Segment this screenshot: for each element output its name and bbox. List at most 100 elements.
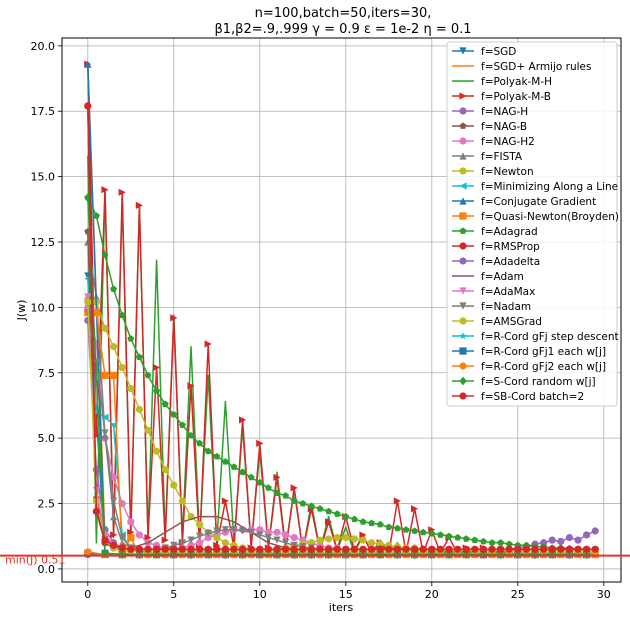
data-point [204,447,212,455]
data-point [574,545,582,553]
x-tick-label: 25 [511,588,525,601]
data-point [196,520,204,529]
data-point [187,545,195,553]
data-point [127,545,135,553]
legend-marker [459,227,467,234]
legend-marker [459,212,467,220]
data-point [213,527,221,535]
data-point [359,536,367,544]
legend-label: f=SGD+ Armijo rules [481,61,591,73]
legend-label: f=S-Cord random w[j] [481,376,596,388]
data-point [256,479,264,486]
data-point [540,545,548,553]
data-point [135,201,143,209]
legend-marker [459,122,467,129]
legend-label: f=Polyak-M-H [481,76,552,88]
data-point [161,545,169,553]
legend-label: f=Adagrad [481,226,538,238]
legend-marker [459,152,467,160]
legend-label: f=Quasi-Newton(Broyden) [481,211,619,223]
data-point [221,526,229,534]
data-point [221,539,229,547]
x-tick-label: 10 [253,588,267,601]
legend-marker [459,257,467,265]
legend-item: f=Polyak-M-H [452,76,552,88]
legend-marker [459,137,467,145]
legend-label: f=Polyak-M-B [481,91,551,103]
data-point [290,541,298,549]
legend-label: f=R-Cord gFj step descent [481,331,619,343]
x-axis-label: iters [329,601,354,614]
legend-marker [459,332,467,340]
data-point [101,324,109,332]
data-point [144,426,152,434]
legend-marker [459,92,467,100]
data-point [471,536,479,544]
legend-label: f=Conjugate Gradient [481,196,596,208]
data-point [359,518,367,525]
data-point [92,309,100,317]
legend-marker [459,47,467,55]
legend-item: f=Adagrad [452,226,538,238]
data-point [411,545,419,553]
data-point [178,497,186,505]
legend-item: f=RMSProp [452,241,540,253]
y-axis-label: J(w) [15,300,28,322]
data-point [290,484,298,492]
data-point [411,505,419,513]
data-point [170,545,178,553]
data-point [204,533,212,542]
data-point [591,527,599,535]
legend: f=SGD f=SGD+ Armijo rules f=Polyak-M-H f=Po… [446,41,619,407]
data-point [110,473,118,481]
data-point [368,545,376,553]
data-point [282,545,290,553]
data-point [144,371,152,379]
data-point [376,520,384,528]
legend-marker [459,347,467,355]
y-tick-label: 10.0 [31,301,56,314]
data-point [307,502,315,510]
data-point [333,533,341,542]
legend-marker [459,182,467,190]
data-point [393,497,401,505]
min-line-label: min(J) 0.51 [5,554,66,567]
data-point [264,545,272,553]
data-point [118,188,126,196]
data-point [557,545,565,553]
data-point [479,545,487,553]
data-point [170,314,178,322]
data-point [436,545,444,553]
data-point [282,492,290,499]
data-point [565,533,574,542]
data-point [264,533,272,542]
data-point [101,429,109,437]
chart-title-line1: n=100,batch=50,iters=30, [255,6,432,21]
legend-marker [459,302,467,310]
data-point [213,452,221,460]
legend-label: f=Minimizing Along a Line [481,181,618,193]
legend-item: f=NAG-H [452,106,528,118]
data-point [118,544,126,552]
x-tick-label: 20 [425,588,439,601]
legend-item: f=AMSGrad [452,316,542,328]
data-point [153,545,161,553]
legend-marker [459,167,467,175]
min-line-group: min(J) 0.51 [0,554,630,567]
data-point [402,526,410,533]
data-point [239,468,247,476]
data-point [522,545,531,553]
data-point [196,532,204,540]
data-point [591,545,599,553]
data-point [187,431,195,439]
data-point [565,545,574,553]
data-point [428,545,436,553]
x-tick-label: 30 [597,588,611,601]
data-point [135,531,143,539]
data-point [393,545,401,553]
x-tick-label: 0 [84,588,91,601]
data-point [247,545,255,553]
legend-item: f=Quasi-Newton(Broyden) [452,211,619,223]
legend-box [446,41,618,407]
data-point [385,545,393,553]
